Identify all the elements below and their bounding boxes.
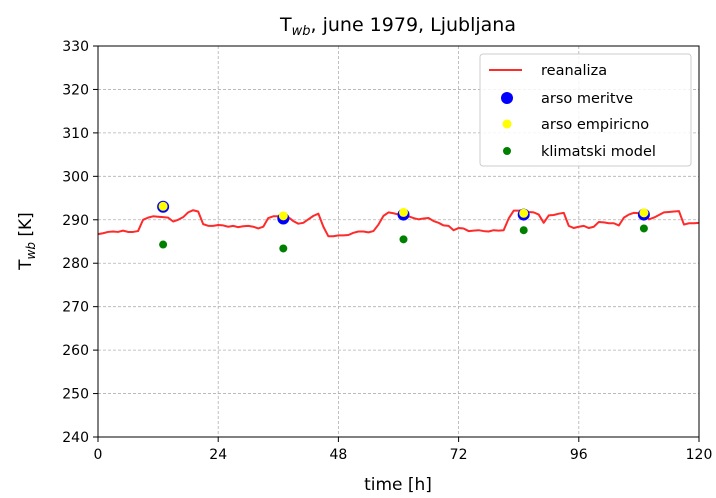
chart-title: Twb, june 1979, Ljubljana	[279, 14, 516, 39]
y-tick-label: 320	[62, 82, 89, 98]
point-klimatski-model	[519, 226, 528, 235]
x-tick-label: 72	[450, 447, 468, 463]
y-tick-label: 280	[62, 256, 89, 272]
y-axis-label-sub: wb	[24, 242, 38, 260]
y-tick-label: 300	[62, 169, 89, 185]
point-arso-empiricno	[519, 208, 529, 218]
y-axis-label-rest: [K]	[16, 212, 36, 242]
chart-title-rest: , june 1979, Ljubljana	[311, 14, 516, 36]
point-klimatski-model	[159, 240, 168, 249]
legend-box	[479, 53, 692, 167]
point-klimatski-model	[399, 235, 408, 244]
plot-frame	[97, 45, 700, 438]
point-klimatski-model	[639, 224, 648, 233]
point-klimatski-model	[279, 244, 288, 253]
point-arso-empiricno	[278, 211, 288, 221]
point-arso-empiricno	[158, 201, 168, 211]
y-tick-label: 260	[62, 343, 89, 359]
legend-label-arso-empiricno: arso empiricno	[541, 117, 649, 133]
point-arso-empiricno	[639, 208, 649, 218]
y-tick-label: 240	[62, 430, 89, 446]
x-tick-label: 120	[686, 447, 713, 463]
chart-title-main: T	[279, 14, 292, 36]
series-layer	[97, 200, 700, 253]
x-axis-label: time [h]	[364, 475, 432, 495]
y-tick-label: 310	[62, 126, 89, 142]
y-tick-label: 290	[62, 213, 89, 229]
legend-swatch-arso-empiricno	[502, 119, 512, 129]
legend-swatch-arso-meritve	[501, 92, 513, 104]
legend-label-arso-meritve: arso meritve	[541, 91, 633, 107]
y-axis-label: Twb [K]	[16, 212, 38, 271]
legend-label-reanaliza: reanaliza	[541, 63, 607, 79]
point-arso-empiricno	[399, 207, 409, 217]
y-tick-label: 250	[62, 387, 89, 403]
legend-label-klimatski-model: klimatski model	[541, 144, 656, 160]
y-tick-label: 270	[62, 300, 89, 316]
x-tick-label: 0	[94, 447, 103, 463]
x-tick-label: 48	[329, 447, 347, 463]
legend-swatch-klimatski-model	[503, 147, 511, 155]
grid	[97, 45, 700, 438]
y-axis-label-main: T	[16, 259, 36, 271]
x-tick-label: 96	[570, 447, 588, 463]
y-tick-label: 330	[62, 39, 89, 55]
x-axis-ticks: 0 24 48 72 96 120	[94, 437, 713, 463]
y-axis-ticks: 240 250 260 270 280 290 300 310 320 330	[62, 39, 98, 446]
chart-title-sub: wb	[292, 24, 311, 39]
legend: reanaliza arso meritve arso empiricno kl…	[479, 53, 692, 167]
x-tick-label: 24	[209, 447, 227, 463]
